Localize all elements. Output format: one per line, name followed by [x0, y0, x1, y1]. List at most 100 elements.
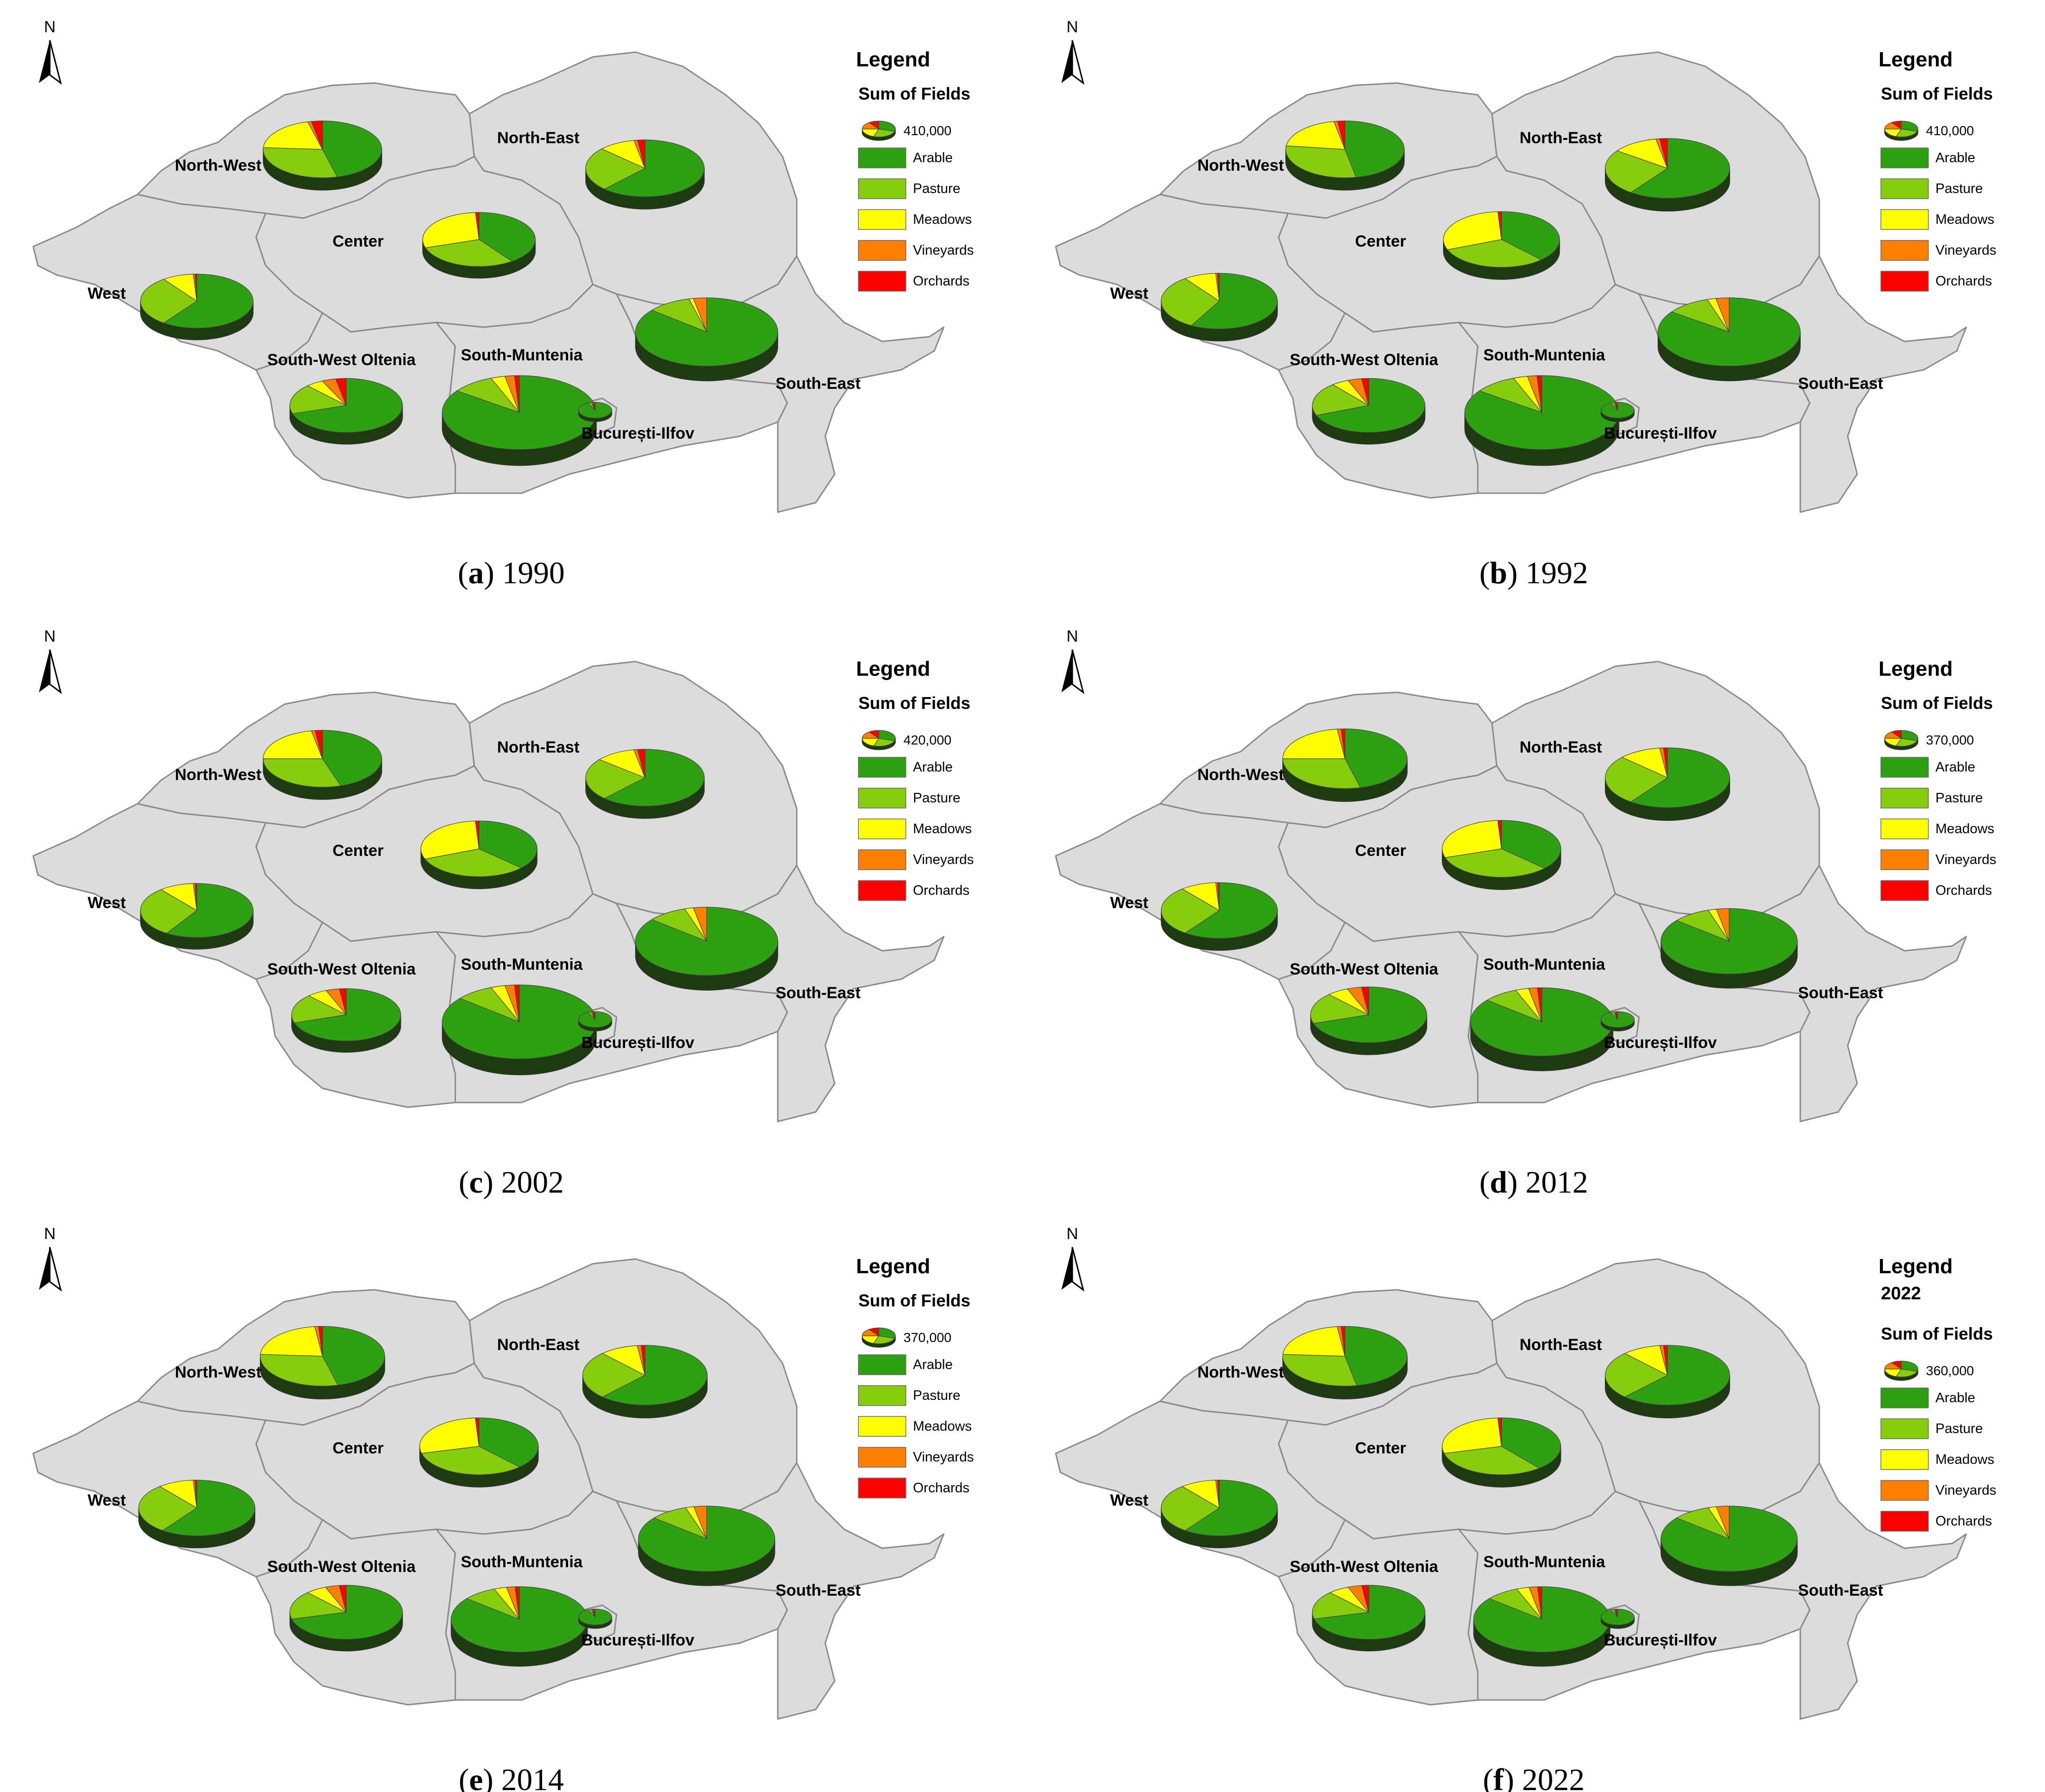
region-label: South-East [775, 375, 860, 393]
legend-label-pasture: Pasture [913, 1388, 960, 1403]
legend-title: Legend [1879, 48, 1953, 71]
pie-slice-meadows [263, 121, 323, 150]
pie-slice-arable [578, 1011, 612, 1028]
pie-chart [1464, 375, 1620, 466]
pie-slice-pasture [425, 239, 513, 267]
legend-swatch-pasture [1880, 1418, 1929, 1439]
pie-slice-pasture [1161, 889, 1220, 934]
legend-swatch-pasture [858, 788, 906, 809]
pie-slice-orchards [592, 1011, 596, 1020]
legend-label-arable: Arable [1935, 760, 1975, 775]
pie-chart [1884, 1360, 1918, 1381]
panel-caption: (f) 2022 [1483, 1763, 1584, 1792]
pie-slice-arable [1501, 820, 1561, 869]
pie-slice-meadows [422, 212, 479, 248]
legend: Legend Sum of Fields 370,000 Arable Pasture M… [1879, 657, 1996, 901]
legend-swatch-arable [858, 757, 906, 778]
legend-title: Legend [856, 657, 930, 680]
pie-slice-pasture [140, 279, 198, 323]
pie-slice-arable [1316, 378, 1426, 433]
pie-chart [1470, 987, 1613, 1071]
legend-year-heading: 2022 [1881, 1284, 1921, 1304]
pie-slice-pasture [1161, 278, 1220, 326]
legend-label-pasture: Pasture [913, 790, 960, 806]
region-label: South-West Oltenia [267, 351, 416, 369]
region-label: North-West [175, 766, 262, 784]
legend-label-pasture: Pasture [1935, 1421, 1983, 1436]
pie-slice-meadows [263, 730, 323, 759]
legend-swatch-pasture [1880, 178, 1929, 199]
north-arrow: N [39, 18, 62, 85]
north-label: N [44, 18, 56, 36]
pie-slice-arable [322, 120, 382, 177]
legend-swatch-vineyards [858, 240, 906, 261]
pie-slice-vineyards [693, 297, 707, 332]
pie-chart [1660, 1506, 1798, 1586]
region-label: South-East [775, 1581, 860, 1599]
pie-slice-meadows [1442, 1417, 1502, 1454]
pie-chart [638, 1506, 775, 1586]
legend-swatch-orchards [858, 271, 906, 292]
pie-chart [1310, 986, 1428, 1056]
pie-slice-orchards [868, 730, 879, 739]
legend-swatch-vineyards [858, 849, 906, 870]
pie-chart [140, 274, 254, 340]
pie-slice-arable [1314, 1585, 1426, 1640]
map-panel-c: North-West North-East Center West South-West… [32, 627, 974, 1200]
region-label: South-East [1798, 1581, 1883, 1599]
pie-chart [582, 1345, 708, 1419]
legend-label-meadows: Meadows [913, 1419, 972, 1434]
region-label: West [1110, 894, 1149, 912]
region-label: Center [332, 842, 384, 860]
pie-slice-pasture [291, 995, 347, 1023]
legend-sum-value: 360,000 [1926, 1363, 1974, 1378]
pie-slice-meadows [160, 883, 197, 911]
panel-caption: (d) 2012 [1479, 1165, 1588, 1200]
legend-swatch-meadows [858, 818, 906, 839]
pie-slice-arable [1660, 908, 1798, 974]
region-label: West [88, 285, 126, 303]
pie-chart [1442, 820, 1561, 890]
pie-slice-orchards [1663, 747, 1668, 778]
north-arrow-icon [1061, 40, 1072, 83]
legend-swatch-orchards [1880, 1511, 1929, 1532]
pie-slice-pasture [1676, 1507, 1730, 1540]
pie-slice-arable [479, 1417, 539, 1468]
pie-slice-meadows [1624, 1345, 1668, 1376]
pie-slice-orchards [475, 212, 479, 240]
pie-slice-meadows [419, 1417, 479, 1454]
legend-label-meadows: Meadows [1935, 821, 1994, 836]
legend-label-orchards: Orchards [1935, 274, 1992, 289]
pie-slice-arable [1345, 728, 1408, 788]
legend-sum-value: 410,000 [903, 123, 951, 138]
pie-slice-arable [451, 1586, 588, 1653]
pie-chart [578, 402, 612, 422]
legend-label-orchards: Orchards [913, 1480, 969, 1496]
pie-slice-pasture [424, 848, 522, 877]
pie-slice-orchards [868, 120, 879, 130]
pie-slice-orchards [1217, 1480, 1220, 1508]
pie-chart [442, 984, 597, 1075]
legend-swatch-pasture [858, 178, 906, 199]
pie-slice-pasture [1282, 758, 1361, 789]
pie-slice-orchards [1497, 1417, 1502, 1447]
legend-sum-value: 410,000 [1926, 123, 1974, 138]
pie-slice-arable [878, 1327, 896, 1339]
pie-slice-arable [604, 749, 705, 807]
legend-swatch-arable [1880, 147, 1929, 168]
panel-letter: a [468, 556, 484, 590]
pie-chart [291, 988, 401, 1053]
pie-slice-arable [1184, 882, 1278, 939]
north-label: N [44, 627, 56, 645]
pie-chart [289, 378, 403, 445]
region-label: North-East [1520, 1336, 1602, 1354]
panel-letter: e [469, 1763, 483, 1792]
pie-slice-arable [322, 1326, 385, 1386]
pie-slice-arable [601, 1345, 708, 1406]
pie-slice-orchards [1497, 211, 1502, 240]
legend-swatch-meadows [1880, 1449, 1929, 1470]
pie-slice-meadows [1616, 138, 1668, 169]
pie-chart [420, 820, 538, 890]
pie-slice-pasture [1605, 1353, 1668, 1397]
